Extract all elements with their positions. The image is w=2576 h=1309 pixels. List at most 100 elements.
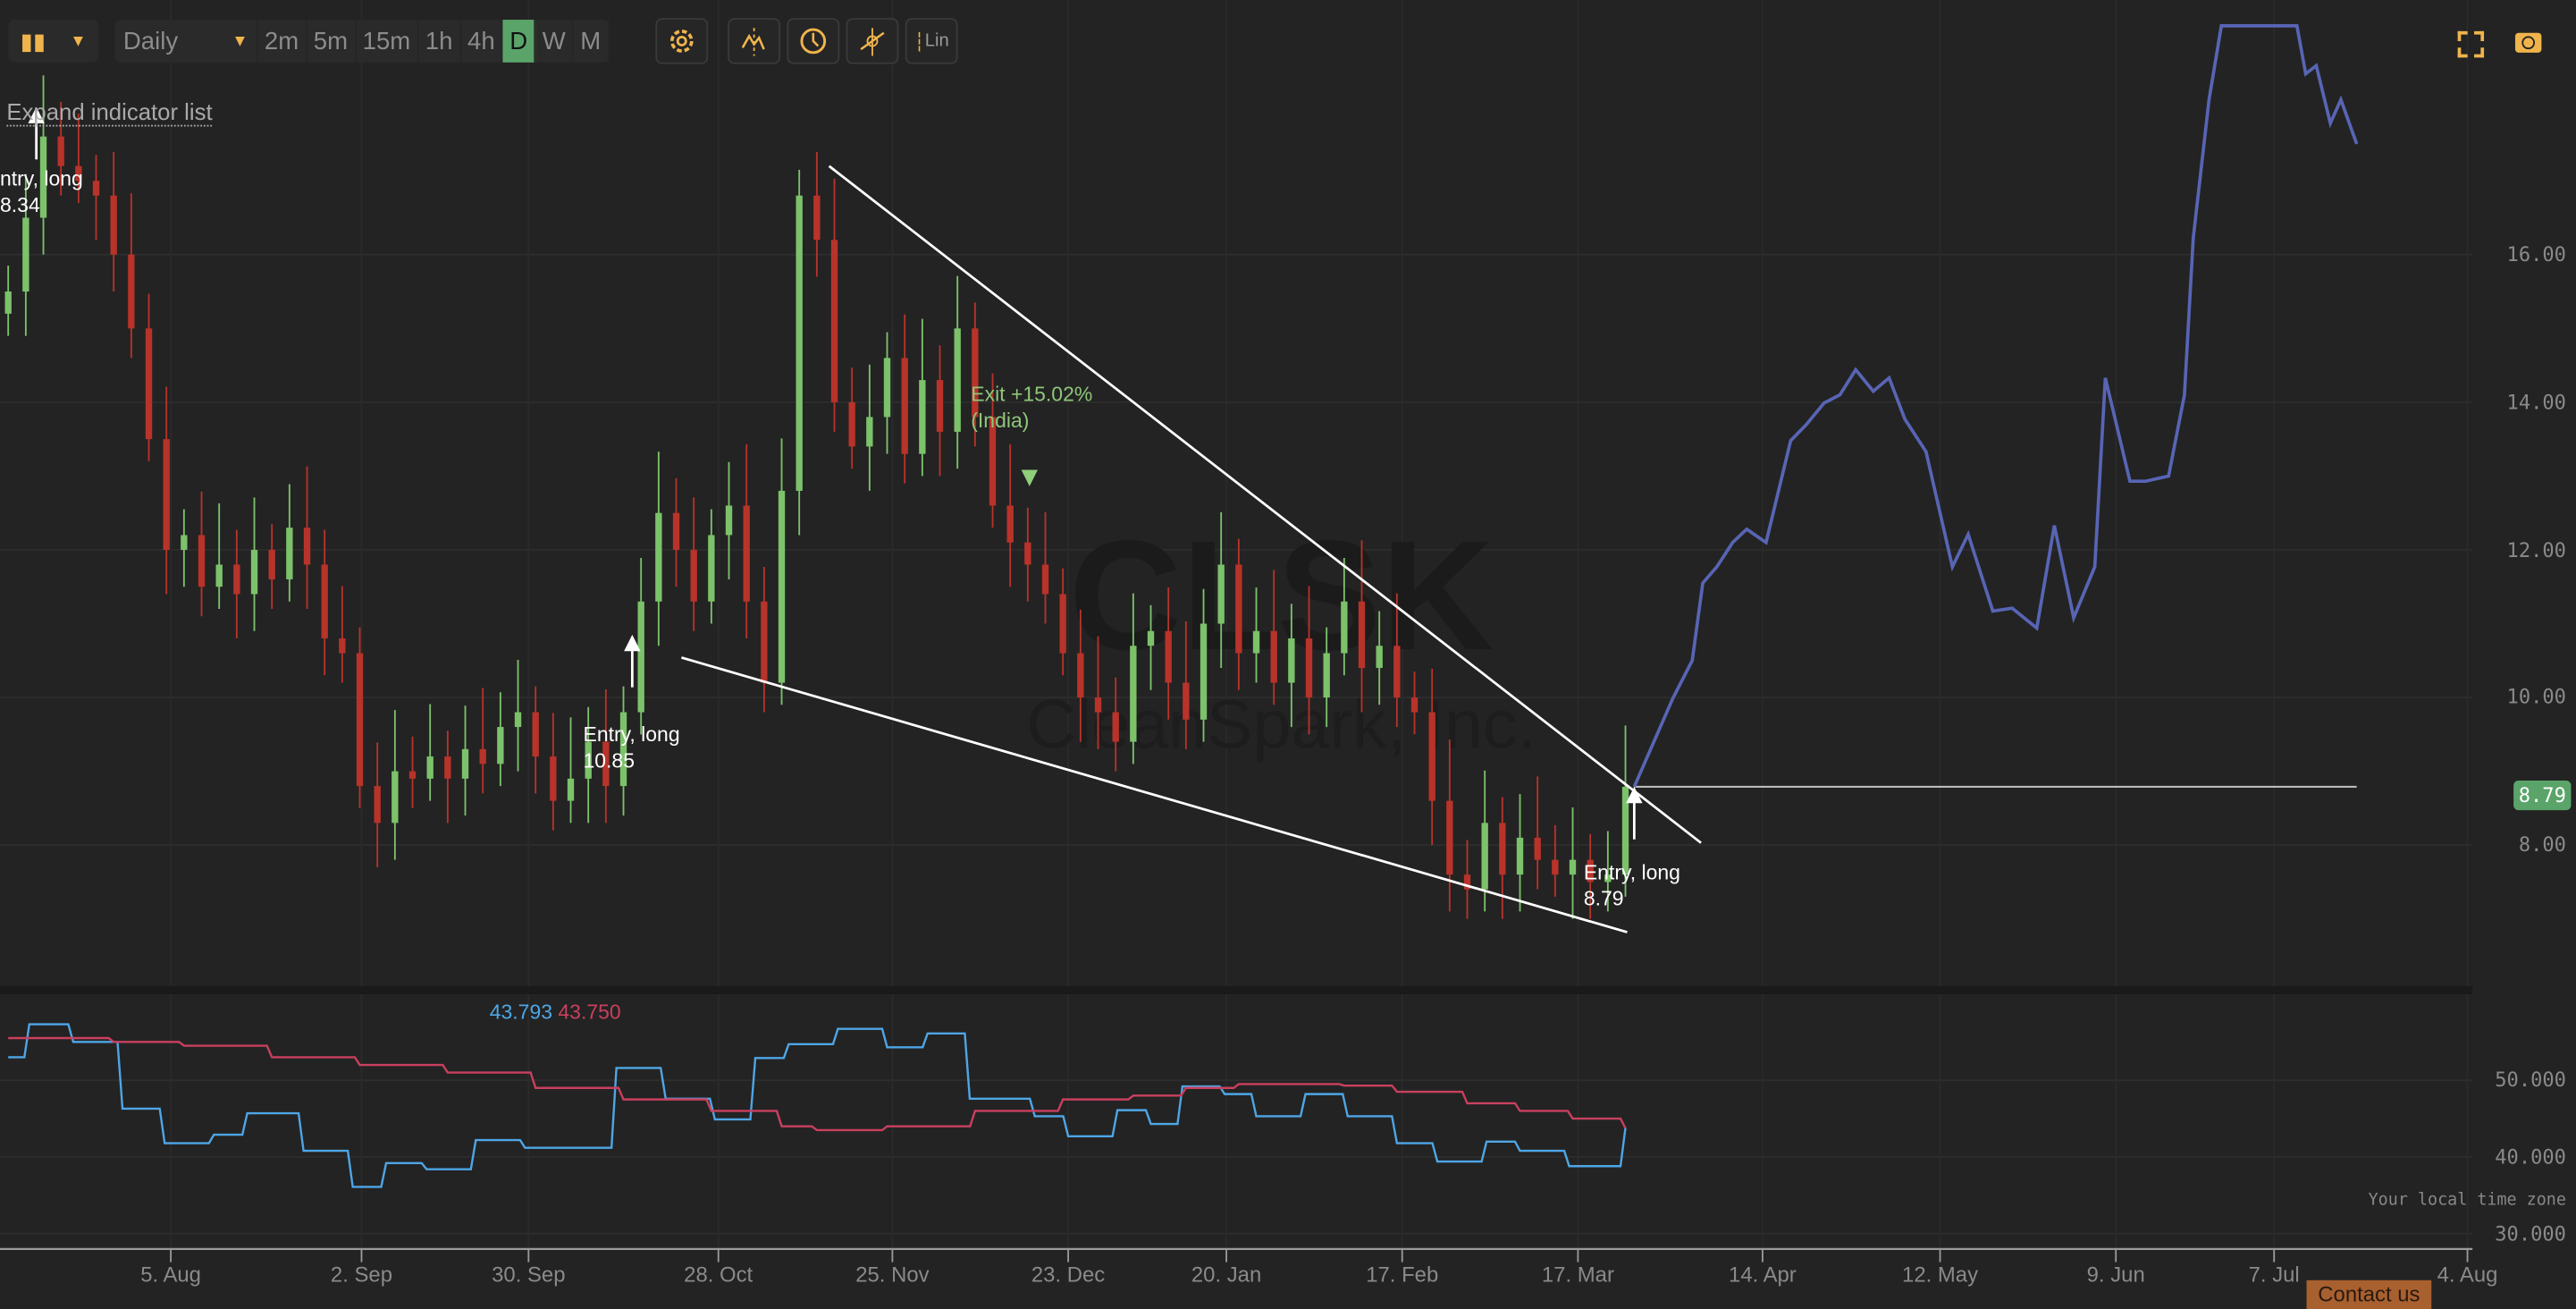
candle-down <box>1305 638 1313 698</box>
candle-up <box>637 601 644 713</box>
settings-toolbar: ┆ Lin <box>655 18 964 64</box>
candle-down <box>303 528 311 565</box>
indicators-icon <box>741 28 765 56</box>
interval-m[interactable]: M <box>574 20 610 63</box>
indicator-value-red: 43.750 <box>558 1001 621 1025</box>
interval-15m[interactable]: 15m <box>356 20 419 63</box>
time-tick-label: 9. Jun <box>2086 1262 2145 1288</box>
candle-up <box>461 748 469 779</box>
indicator-values: 43.793 43.750 <box>490 1001 621 1024</box>
candle-up <box>1604 874 1612 883</box>
time-tick-label: 17. Mar <box>1541 1262 1614 1288</box>
candle-up <box>514 712 522 728</box>
candle-up <box>1376 646 1383 669</box>
entry-arrow-icon <box>624 634 641 652</box>
time-tick-label: 4. Aug <box>2437 1262 2498 1288</box>
trendline <box>681 656 1628 933</box>
time-tick-label: 14. Apr <box>1729 1262 1797 1288</box>
entry-arrow-icon <box>1626 786 1643 804</box>
candle-down <box>1552 859 1559 875</box>
entry-label-price: 8.79 <box>1583 887 1624 911</box>
candle-down <box>1428 712 1435 801</box>
entry-label-price: 10.85 <box>583 749 635 773</box>
indicator-pane <box>8 1023 1627 1188</box>
price-tick-label: 10.00 <box>2506 686 2566 709</box>
indicators-button[interactable] <box>728 18 781 64</box>
candle-up <box>619 712 627 787</box>
price-tick-label: 16.00 <box>2506 242 2566 266</box>
overlay <box>28 24 2359 933</box>
price-tick-label: 8.00 <box>2518 833 2566 857</box>
candle-up <box>181 535 188 550</box>
candle-down <box>1041 564 1049 595</box>
trendline <box>828 165 1702 844</box>
entry-label: Entry, long 10.85 <box>583 722 679 774</box>
crosshair-icon <box>860 28 885 56</box>
interval-1h[interactable]: 1h <box>418 20 461 63</box>
screenshot-button[interactable] <box>2514 32 2542 53</box>
candle-down <box>408 771 417 779</box>
candle-down <box>1499 823 1506 875</box>
scale-button[interactable]: ┆ Lin <box>905 18 958 64</box>
entry-label-text: ntry, long <box>0 167 83 191</box>
candle-up <box>1341 601 1348 654</box>
time-tick-label: 20. Jan <box>1191 1262 1262 1288</box>
candle-down <box>1059 594 1066 654</box>
candle-up <box>1147 630 1155 646</box>
candle-down <box>1270 630 1277 683</box>
candle-down <box>830 240 838 402</box>
settings-button[interactable] <box>655 18 709 64</box>
candle-down <box>743 505 750 602</box>
candle-up <box>1569 859 1577 875</box>
candle-up <box>250 549 258 595</box>
candle-down <box>901 358 908 454</box>
candle-up <box>919 380 926 454</box>
fullscreen-button[interactable] <box>2457 30 2485 58</box>
candle-down <box>972 328 979 418</box>
interval-d[interactable]: D <box>502 20 536 63</box>
interval-toolbar: Daily ▼ 2m 5m 15m 1h 4h D W M <box>114 20 610 63</box>
candle-down <box>1446 800 1453 875</box>
candle-down <box>128 254 135 329</box>
candle-up <box>585 741 592 779</box>
candle-up <box>1621 786 1629 875</box>
indicator-line-blue <box>8 1023 1627 1188</box>
contact-us-button[interactable]: Contact us <box>2306 1279 2432 1309</box>
interval-w[interactable]: W <box>535 20 574 63</box>
time-tick-label: 30. Sep <box>492 1262 566 1288</box>
candle-up <box>655 512 662 602</box>
time-tick-label: 28. Oct <box>684 1262 753 1288</box>
candle-up <box>866 417 873 447</box>
candle-down <box>321 564 328 639</box>
pane-divider <box>0 985 2473 994</box>
interval-2m[interactable]: 2m <box>258 20 307 63</box>
interval-4h[interactable]: 4h <box>461 20 503 63</box>
interval-dropdown[interactable]: Daily ▼ <box>115 20 258 63</box>
exit-label: Exit +15.02% (India) <box>971 381 1092 434</box>
candle-down <box>1463 874 1471 890</box>
candle-down <box>1024 542 1031 565</box>
interval-dropdown-label: Daily <box>122 27 179 55</box>
indicator-tick-label: 30.000 <box>2495 1221 2566 1246</box>
exit-arrow-icon <box>1021 469 1039 486</box>
time-tick-label: 23. Dec <box>1031 1262 1106 1288</box>
candle-up <box>796 195 803 491</box>
candle-down <box>163 439 170 550</box>
candle-up <box>567 778 575 801</box>
price-tick-label: 14.00 <box>2506 390 2566 414</box>
entry-label: Entry, long 8.79 <box>1584 859 1680 912</box>
candle-up <box>1516 837 1524 875</box>
exit-label-owner: (India) <box>971 409 1030 433</box>
time-tick-label: 2. Sep <box>330 1262 393 1288</box>
time-tick-label: 7. Jul <box>2248 1262 2300 1288</box>
price-tick-label: 12.00 <box>2506 538 2566 562</box>
candle-up <box>1323 653 1330 698</box>
interval-5m[interactable]: 5m <box>307 20 357 63</box>
chart-type-selector[interactable]: ▮▮ ▼ <box>8 20 99 63</box>
crosshair-button[interactable] <box>846 18 899 64</box>
entry-label-text: Entry, long <box>1583 861 1680 884</box>
expand-indicator-list-link[interactable]: Expand indicator list <box>6 98 213 127</box>
time-button[interactable] <box>787 18 840 64</box>
